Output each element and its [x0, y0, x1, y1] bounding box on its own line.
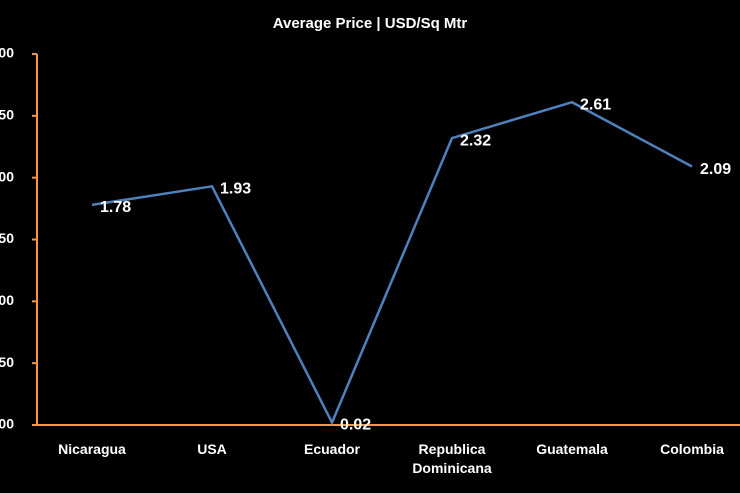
data-label: 2.32	[460, 132, 491, 149]
x-tick-label: Guatemala	[536, 441, 608, 457]
data-label: 0.02	[340, 417, 371, 434]
data-label: 1.93	[220, 181, 251, 198]
x-tick-label: USA	[197, 441, 227, 457]
y-tick-label: 0.50	[0, 354, 14, 370]
y-tick-label: 0.00	[0, 416, 14, 432]
x-tick-label: Colombia	[660, 441, 724, 457]
data-label: 2.09	[700, 161, 731, 178]
x-tick-label: Republica Dominicana	[412, 441, 492, 476]
line	[91, 100, 693, 426]
data-label: 2.61	[580, 96, 611, 113]
data-label: 1.78	[100, 199, 131, 216]
y-tick-label: 1.50	[0, 230, 14, 246]
y-tick-label: 2.00	[0, 168, 14, 184]
x-tick-label: Nicaragua	[58, 441, 126, 457]
x-tick-label: Ecuador	[303, 441, 360, 457]
y-tick-label: 2.50	[0, 107, 14, 123]
y-tick-label: 1.00	[0, 292, 14, 308]
y-tick-label: 3.00	[0, 45, 14, 61]
chart-title: Average Price | USD/Sq Mtr	[273, 15, 468, 32]
